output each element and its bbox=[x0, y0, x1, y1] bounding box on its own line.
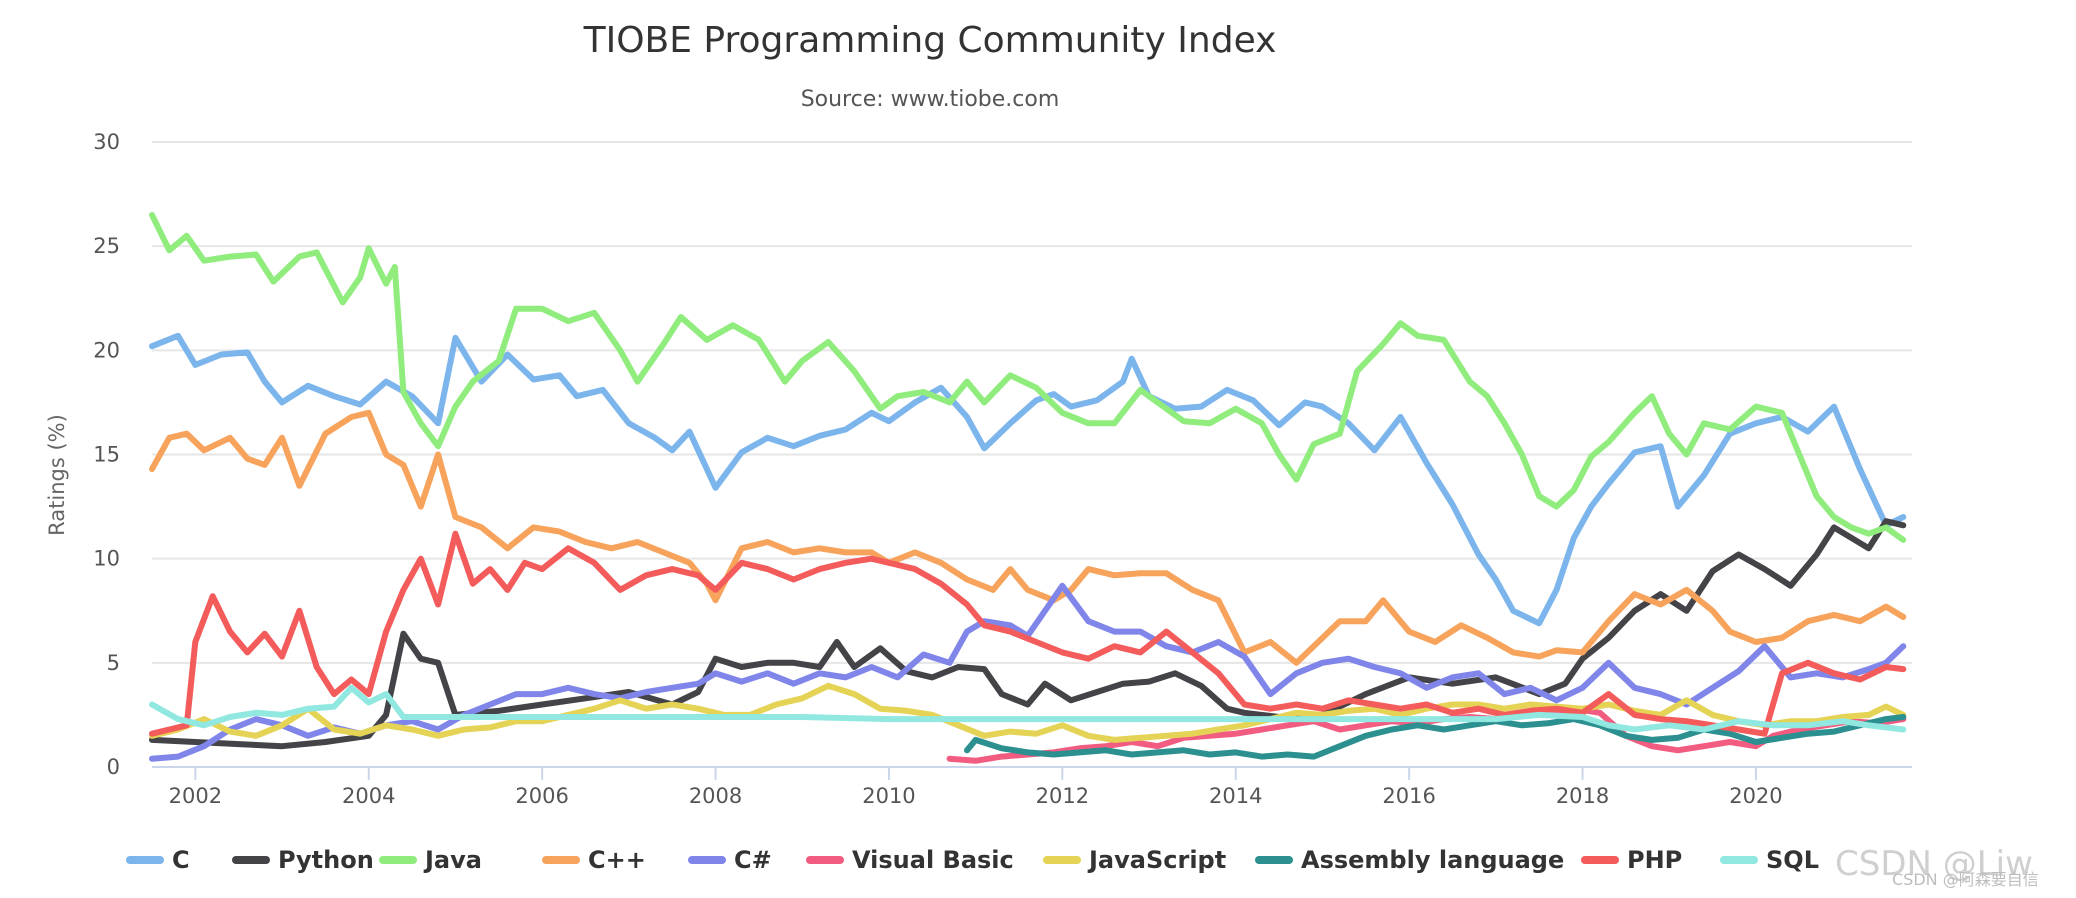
series-line bbox=[149, 211, 1907, 543]
legend-item[interactable]: PHP bbox=[1581, 846, 1682, 874]
legend-label: C bbox=[172, 846, 190, 874]
x-tick-label: 2002 bbox=[169, 784, 222, 808]
y-axis-title: Ratings (%) bbox=[45, 414, 69, 536]
legend-label: JavaScript bbox=[1087, 846, 1226, 874]
series-line bbox=[964, 714, 1907, 760]
legend-label: C# bbox=[734, 846, 772, 874]
series-line bbox=[149, 684, 1907, 733]
y-tick-label: 25 bbox=[93, 234, 120, 258]
x-tick-label: 2008 bbox=[689, 784, 742, 808]
y-tick-label: 5 bbox=[107, 651, 120, 675]
y-tick-label: 15 bbox=[93, 443, 120, 467]
series-lines bbox=[149, 211, 1907, 764]
y-tick-label: 10 bbox=[93, 547, 120, 571]
legend-label: C++ bbox=[588, 846, 646, 874]
legend-item[interactable]: Python bbox=[232, 846, 374, 874]
y-tick-label: 20 bbox=[93, 338, 120, 362]
legend-label: Visual Basic bbox=[852, 846, 1014, 874]
legend-item[interactable]: Java bbox=[379, 846, 482, 874]
x-tick-label: 2006 bbox=[515, 784, 568, 808]
legend-item[interactable]: SQL bbox=[1720, 846, 1819, 874]
chart-subtitle: Source: www.tiobe.com bbox=[801, 87, 1060, 112]
legend: C Python Java C++ C# Visual Basic JavaScript As… bbox=[126, 846, 1819, 874]
x-tick-label: 2010 bbox=[862, 784, 915, 808]
series-line bbox=[149, 332, 1907, 627]
x-tick-label: 2020 bbox=[1729, 784, 1782, 808]
x-tick-label: 2016 bbox=[1382, 784, 1435, 808]
x-axis-ticks: 2002 2004 2006 2008 2010 2012 2014 2016 2018 2020 bbox=[169, 767, 1783, 808]
watermark-text: CSDN @Liw bbox=[1835, 844, 2033, 884]
legend-item[interactable]: C bbox=[126, 846, 190, 874]
y-tick-label: 0 bbox=[107, 755, 120, 779]
legend-label: Python bbox=[278, 846, 374, 874]
legend-label: SQL bbox=[1766, 846, 1819, 874]
x-tick-label: 2018 bbox=[1556, 784, 1609, 808]
legend-item[interactable]: C# bbox=[688, 846, 772, 874]
legend-item[interactable]: JavaScript bbox=[1043, 846, 1226, 874]
gridlines bbox=[152, 141, 1912, 768]
legend-item[interactable]: Visual Basic bbox=[806, 846, 1014, 874]
legend-label: PHP bbox=[1627, 846, 1682, 874]
legend-item[interactable]: C++ bbox=[542, 846, 646, 874]
watermark-subtext: CSDN @阿森要自信 bbox=[1892, 870, 2039, 889]
x-tick-label: 2012 bbox=[1036, 784, 1089, 808]
legend-item[interactable]: Assembly language bbox=[1255, 846, 1564, 874]
y-axis-ticks: 0 5 10 15 20 25 30 bbox=[93, 130, 120, 779]
x-tick-label: 2014 bbox=[1209, 784, 1262, 808]
series-line bbox=[149, 409, 1907, 666]
y-tick-label: 30 bbox=[93, 130, 120, 154]
chart-title: TIOBE Programming Community Index bbox=[583, 20, 1277, 61]
x-tick-label: 2004 bbox=[342, 784, 395, 808]
series-line bbox=[149, 530, 1907, 737]
legend-label: Assembly language bbox=[1301, 846, 1564, 874]
legend-label: Java bbox=[423, 846, 482, 874]
